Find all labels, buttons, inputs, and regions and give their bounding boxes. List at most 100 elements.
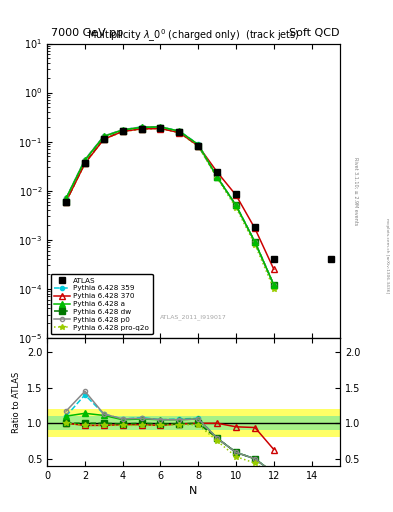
Line: ATLAS: ATLAS <box>63 125 333 262</box>
Pythia 6.428 359 <box>253 239 257 245</box>
Pythia 6.428 pro-q2o <box>120 129 125 135</box>
Pythia 6.428 p0 <box>253 239 257 245</box>
Pythia 6.428 359 <box>215 174 220 180</box>
Pythia 6.428 a <box>101 133 106 139</box>
Bar <box>236 416 255 431</box>
Pythia 6.428 p0 <box>139 124 144 130</box>
Bar <box>85 416 104 431</box>
Pythia 6.428 a <box>196 141 201 147</box>
Pythia 6.428 359 <box>101 133 106 139</box>
Bar <box>217 416 236 431</box>
Bar <box>66 409 85 437</box>
Pythia 6.428 370 <box>120 129 125 135</box>
Pythia 6.428 pro-q2o <box>158 125 163 132</box>
Pythia 6.428 p0 <box>215 174 220 180</box>
Pythia 6.428 a <box>120 127 125 133</box>
Bar <box>179 409 198 437</box>
Pythia 6.428 370 <box>196 143 201 149</box>
Bar <box>198 409 217 437</box>
Pythia 6.428 a <box>177 128 182 134</box>
Bar <box>255 409 274 437</box>
Bar <box>274 416 340 431</box>
ATLAS <box>196 143 201 149</box>
Line: Pythia 6.428 dw: Pythia 6.428 dw <box>63 125 277 288</box>
Pythia 6.428 pro-q2o <box>253 242 257 248</box>
Bar <box>123 409 141 437</box>
Pythia 6.428 pro-q2o <box>83 160 87 166</box>
ATLAS <box>64 199 68 205</box>
Pythia 6.428 p0 <box>234 202 239 208</box>
Text: Soft QCD: Soft QCD <box>290 28 340 38</box>
Bar <box>160 416 179 431</box>
Pythia 6.428 dw <box>83 160 87 166</box>
Pythia 6.428 pro-q2o <box>196 143 201 150</box>
Pythia 6.428 dw <box>139 125 144 132</box>
Pythia 6.428 370 <box>215 169 220 175</box>
Pythia 6.428 359 <box>177 128 182 134</box>
Pythia 6.428 dw <box>215 174 220 180</box>
Bar <box>66 416 85 431</box>
Pythia 6.428 370 <box>158 125 163 132</box>
Pythia 6.428 dw <box>272 282 276 288</box>
ATLAS <box>83 160 87 166</box>
Pythia 6.428 p0 <box>83 157 87 163</box>
Line: Pythia 6.428 370: Pythia 6.428 370 <box>63 126 277 272</box>
Y-axis label: Rivet 3.1.10; ≥ 2.9M events: Rivet 3.1.10; ≥ 2.9M events <box>353 157 358 225</box>
Pythia 6.428 p0 <box>196 141 201 147</box>
Bar <box>160 409 179 437</box>
Bar <box>141 416 160 431</box>
Bar <box>104 416 123 431</box>
Bar <box>255 416 274 431</box>
ATLAS <box>158 125 163 131</box>
Pythia 6.428 pro-q2o <box>139 126 144 132</box>
ATLAS <box>234 191 239 197</box>
ATLAS <box>272 256 276 262</box>
Pythia 6.428 a <box>272 282 276 288</box>
Title: Multiplicity $\lambda\_0^0$ (charged only)  (track jets): Multiplicity $\lambda\_0^0$ (charged onl… <box>87 27 300 44</box>
Pythia 6.428 370 <box>234 192 239 198</box>
Pythia 6.428 370 <box>139 126 144 132</box>
Pythia 6.428 370 <box>83 160 87 166</box>
Bar <box>47 416 66 431</box>
Line: Pythia 6.428 p0: Pythia 6.428 p0 <box>64 125 276 287</box>
Pythia 6.428 p0 <box>120 126 125 133</box>
Pythia 6.428 359 <box>120 126 125 133</box>
Pythia 6.428 370 <box>64 199 68 205</box>
Pythia 6.428 370 <box>101 136 106 142</box>
Bar <box>236 409 255 437</box>
Pythia 6.428 370 <box>177 130 182 136</box>
ATLAS <box>215 169 220 175</box>
Line: Pythia 6.428 pro-q2o: Pythia 6.428 pro-q2o <box>63 126 277 292</box>
Pythia 6.428 a <box>139 124 144 131</box>
Pythia 6.428 a <box>64 195 68 201</box>
Pythia 6.428 370 <box>253 225 257 231</box>
Line: Pythia 6.428 359: Pythia 6.428 359 <box>64 125 276 287</box>
Pythia 6.428 pro-q2o <box>101 136 106 142</box>
Pythia 6.428 359 <box>83 157 87 163</box>
Pythia 6.428 pro-q2o <box>215 175 220 181</box>
Text: 7000 GeV pp: 7000 GeV pp <box>51 28 123 38</box>
Pythia 6.428 dw <box>177 130 182 136</box>
Y-axis label: Ratio to ATLAS: Ratio to ATLAS <box>12 371 21 433</box>
Pythia 6.428 359 <box>234 202 239 208</box>
Pythia 6.428 pro-q2o <box>64 199 68 205</box>
Pythia 6.428 370 <box>272 266 276 272</box>
Pythia 6.428 dw <box>196 143 201 149</box>
ATLAS <box>328 256 333 262</box>
Pythia 6.428 pro-q2o <box>177 130 182 136</box>
Bar <box>85 409 104 437</box>
Bar <box>123 416 141 431</box>
Pythia 6.428 dw <box>120 128 125 134</box>
Legend: ATLAS, Pythia 6.428 359, Pythia 6.428 370, Pythia 6.428 a, Pythia 6.428 dw, Pyth: ATLAS, Pythia 6.428 359, Pythia 6.428 37… <box>51 274 152 334</box>
Pythia 6.428 p0 <box>101 133 106 139</box>
Bar <box>179 416 198 431</box>
Bar <box>198 416 217 431</box>
Text: ATLAS_2011_I919017: ATLAS_2011_I919017 <box>160 314 227 321</box>
Pythia 6.428 359 <box>196 141 201 147</box>
Pythia 6.428 359 <box>272 282 276 288</box>
Pythia 6.428 a <box>215 174 220 180</box>
ATLAS <box>139 125 144 132</box>
Bar <box>104 409 123 437</box>
Pythia 6.428 dw <box>253 239 257 245</box>
Pythia 6.428 a <box>83 157 87 163</box>
